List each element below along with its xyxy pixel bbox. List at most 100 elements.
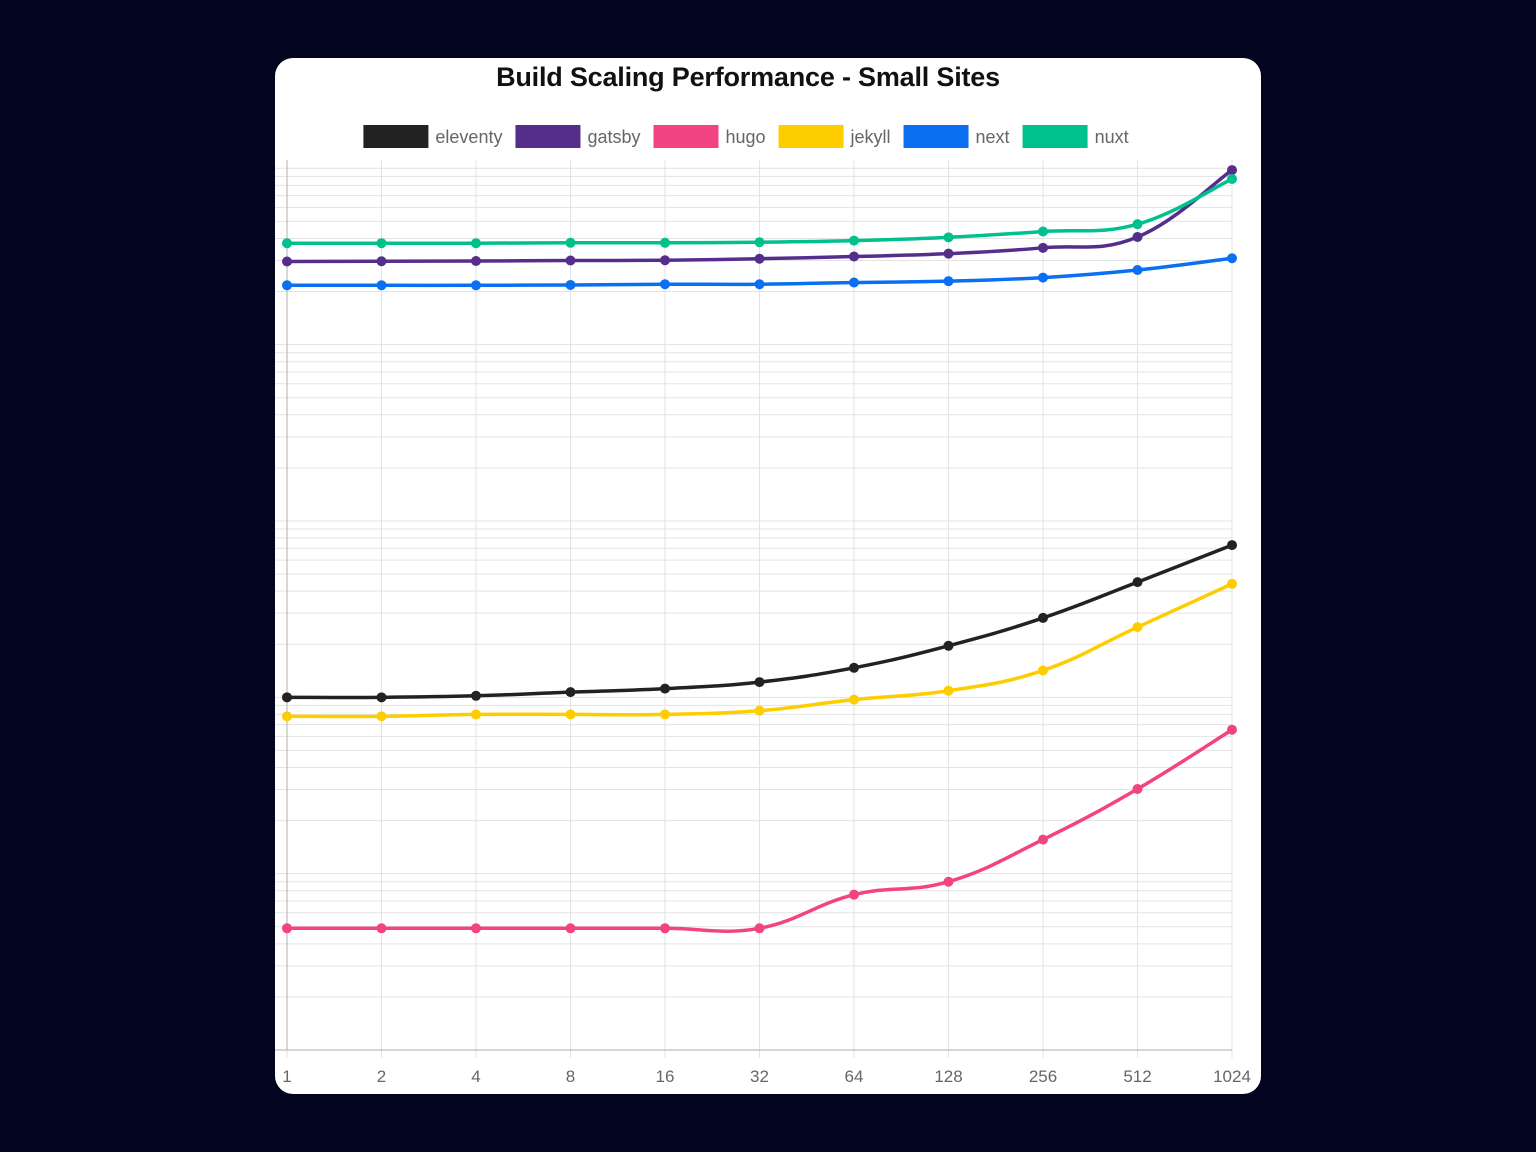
data-point-nuxt (1038, 226, 1048, 237)
legend-label-next: next (976, 127, 1010, 147)
legend-swatch-jekyll (778, 125, 844, 148)
legend-label-eleventy: eleventy (435, 127, 502, 147)
legend-swatch-hugo (653, 125, 719, 148)
series-next (282, 253, 1237, 291)
legend-item-hugo[interactable]: hugo (653, 125, 766, 148)
data-point-nuxt (849, 235, 859, 246)
x-tick-label: 512 (1123, 1067, 1151, 1086)
data-point-gatsby (1038, 242, 1048, 253)
data-point-gatsby (849, 251, 859, 262)
x-axis-ticks: 1 2 4 8 16 32 64 128 256 512 1024 (282, 1067, 1251, 1086)
legend-item-jekyll[interactable]: jekyll (778, 125, 891, 148)
data-point-hugo (471, 923, 481, 934)
data-point-jekyll (282, 711, 292, 722)
legend-item-eleventy[interactable]: eleventy (363, 125, 502, 148)
chart-title: Build Scaling Performance - Small Sites (496, 62, 1000, 92)
legend-label-hugo: hugo (725, 127, 765, 147)
legend-label-gatsby: gatsby (587, 127, 640, 147)
data-point-next (1038, 272, 1048, 283)
data-point-eleventy (660, 683, 670, 694)
legend[interactable]: eleventy gatsby hugo jekyll next nuxt (363, 125, 1129, 148)
x-tick-label: 256 (1029, 1067, 1057, 1086)
data-point-next (943, 276, 954, 287)
data-point-hugo (1132, 784, 1143, 795)
legend-swatch-eleventy (363, 125, 429, 148)
series-hugo (282, 724, 1237, 934)
data-point-hugo (849, 889, 859, 900)
series-nuxt (282, 173, 1237, 249)
legend-swatch-nuxt (1022, 125, 1088, 148)
data-point-eleventy (565, 687, 576, 698)
legend-label-jekyll: jekyll (850, 127, 891, 147)
data-point-hugo (943, 876, 954, 887)
x-tick-label: 64 (845, 1067, 864, 1086)
data-point-jekyll (565, 709, 576, 720)
data-point-gatsby (565, 255, 576, 266)
x-tick-label: 2 (377, 1067, 386, 1086)
data-point-nuxt (943, 232, 954, 243)
data-point-gatsby (943, 248, 954, 259)
data-point-eleventy (282, 692, 292, 703)
data-point-eleventy (943, 640, 954, 651)
data-point-nuxt (1227, 173, 1237, 184)
data-point-next (471, 280, 481, 291)
x-tick-label: 32 (750, 1067, 769, 1086)
data-point-next (376, 280, 387, 291)
data-point-next (849, 277, 859, 288)
legend-item-next[interactable]: next (903, 125, 1010, 148)
data-point-gatsby (282, 256, 292, 267)
data-point-next (1227, 253, 1237, 264)
x-tick-label: 16 (656, 1067, 675, 1086)
data-point-eleventy (1132, 577, 1143, 588)
data-point-nuxt (471, 238, 481, 249)
data-point-nuxt (565, 237, 576, 248)
data-point-eleventy (754, 677, 765, 688)
legend-swatch-gatsby (515, 125, 581, 148)
data-point-hugo (282, 923, 292, 934)
data-point-jekyll (1132, 622, 1143, 633)
legend-label-nuxt: nuxt (1095, 127, 1129, 147)
data-point-next (1132, 264, 1143, 275)
data-point-nuxt (1132, 219, 1143, 230)
data-point-eleventy (1227, 540, 1237, 551)
data-point-hugo (660, 923, 670, 934)
data-point-nuxt (376, 238, 387, 249)
legend-item-gatsby[interactable]: gatsby (515, 125, 641, 148)
series-jekyll (282, 578, 1237, 722)
data-point-jekyll (660, 709, 670, 720)
x-tick-label: 8 (566, 1067, 575, 1086)
legend-item-nuxt[interactable]: nuxt (1022, 125, 1129, 148)
series-gatsby (282, 165, 1237, 267)
data-point-hugo (1227, 724, 1237, 735)
x-tick-label: 128 (934, 1067, 962, 1086)
data-point-nuxt (754, 237, 765, 248)
data-point-gatsby (471, 256, 481, 267)
series-eleventy (282, 540, 1237, 703)
x-tick-label: 4 (471, 1067, 480, 1086)
x-tick-label: 1 (282, 1067, 291, 1086)
data-point-gatsby (754, 253, 765, 264)
data-point-nuxt (660, 237, 670, 248)
data-point-next (565, 279, 576, 290)
data-point-hugo (754, 923, 765, 934)
data-point-eleventy (376, 692, 387, 703)
data-point-hugo (376, 923, 387, 934)
data-point-eleventy (849, 662, 859, 673)
data-point-jekyll (943, 685, 954, 696)
data-point-hugo (1038, 834, 1048, 845)
data-point-gatsby (1227, 165, 1237, 176)
data-point-eleventy (1038, 612, 1048, 623)
series-line-hugo (285, 727, 1234, 934)
data-point-gatsby (660, 255, 670, 266)
data-point-next (660, 279, 670, 290)
data-point-jekyll (376, 711, 387, 722)
data-point-jekyll (1038, 665, 1048, 676)
data-point-hugo (565, 923, 576, 934)
series-lines (282, 165, 1237, 934)
data-point-jekyll (754, 705, 765, 716)
data-point-gatsby (1132, 231, 1143, 242)
data-point-next (282, 280, 292, 291)
x-tick-label: 1024 (1213, 1067, 1251, 1086)
data-point-jekyll (1227, 578, 1237, 589)
